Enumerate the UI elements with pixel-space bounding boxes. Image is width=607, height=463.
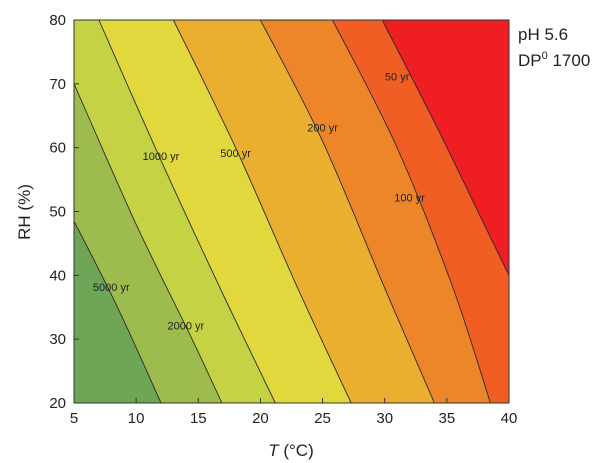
contour-fill-bands: [74, 20, 509, 403]
contour-line: [74, 83, 223, 403]
contour-band: [382, 20, 509, 403]
y-tick-label: 30: [49, 331, 66, 348]
y-axis: 20 30 40 50 60 70 80: [49, 12, 79, 412]
x-tick-label: 15: [190, 410, 207, 427]
x-tick-label: 40: [501, 410, 518, 427]
ph-annotation: pH 5.6: [518, 25, 568, 44]
contour-line: [332, 20, 491, 403]
y-tick-label: 70: [49, 76, 66, 93]
x-tick-label: 5: [70, 410, 78, 427]
x-tick-label: 20: [252, 410, 269, 427]
x-axis: 5 10 15 20 25 30 35 40: [70, 398, 518, 427]
x-tick-label: 10: [128, 410, 145, 427]
contour-labels: 5000 yr 2000 yr 1000 yr 500 yr 200 yr 100 yr 5…: [93, 71, 425, 332]
y-axis-title: RH (%): [15, 184, 34, 240]
x-tick-label: 35: [439, 410, 456, 427]
x-axis-unit: (°C): [279, 441, 314, 460]
dp-annotation: DP0 1700: [518, 50, 590, 70]
contour-line: [381, 20, 509, 276]
contour-line: [259, 20, 435, 403]
y-tick-label: 50: [49, 204, 66, 221]
contour-label: 100 yr: [394, 193, 425, 205]
x-axis-variable: T: [268, 441, 280, 460]
dp-superscript: 0: [542, 50, 548, 62]
y-tick-label: 40: [49, 267, 66, 284]
contour-line: [74, 220, 162, 403]
contour-label: 2000 yr: [168, 320, 205, 332]
contour-label: 200 yr: [307, 122, 338, 134]
contour-label: 500 yr: [220, 148, 251, 160]
contour-label: 5000 yr: [93, 282, 130, 294]
contour-line: [98, 20, 276, 403]
contour-label: 50 yr: [385, 71, 410, 83]
dp-value: 1700: [548, 51, 591, 70]
x-tick-label: 30: [376, 410, 393, 427]
y-tick-label: 80: [49, 12, 66, 29]
x-tick-label: 25: [314, 410, 331, 427]
contour-line: [172, 20, 352, 403]
y-tick-label: 20: [49, 395, 66, 412]
y-tick-label: 60: [49, 140, 66, 157]
contour-lines: [74, 20, 509, 403]
contour-label: 1000 yr: [143, 151, 180, 163]
x-axis-title: T (°C): [268, 441, 314, 460]
dp-base: DP: [518, 51, 542, 70]
